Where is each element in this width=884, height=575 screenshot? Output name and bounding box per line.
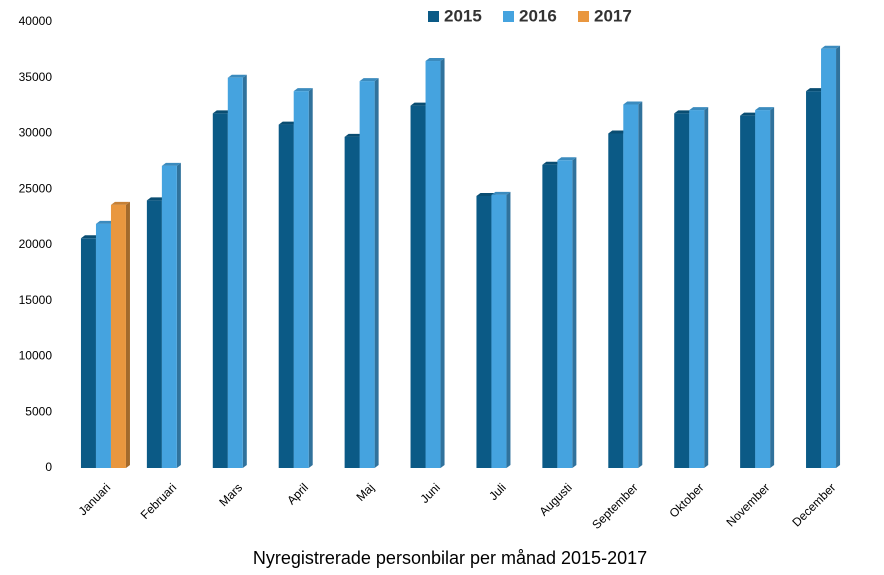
bar-side [440,58,445,469]
bar [740,115,756,468]
y-tick-label: 15000 [19,293,53,307]
bar-top [476,192,496,196]
bar-top [821,45,841,49]
x-tick-label: April [284,480,311,507]
bar-top [95,220,115,224]
x-tick-label: Mars [216,480,245,509]
y-tick-label: 10000 [19,349,53,363]
bar-top [608,130,628,134]
bar [608,133,624,468]
bar-top [740,112,760,116]
legend-label: 2017 [594,6,632,25]
bar-side [242,74,247,468]
bar-side [770,107,775,469]
bar-top [146,197,166,201]
bar [146,200,162,468]
bar [674,113,690,469]
y-tick-label: 5000 [25,404,52,418]
legend-swatch [428,11,439,22]
legend: 2015 2016 2017 [428,6,632,25]
y-tick-label: 35000 [19,70,53,84]
bar-top [689,107,709,111]
bar-top [806,88,826,92]
bar [227,77,243,468]
bar [806,91,822,468]
chart-title: Nyregistrerade personbilar per månad 201… [253,548,647,568]
bar [110,204,126,469]
bar-top [110,201,130,205]
legend-swatch [578,11,589,22]
bar [689,110,705,469]
x-tick-label: Februari [138,480,179,521]
bar-top [359,78,379,82]
bar [476,195,492,468]
bar-top [227,74,247,78]
bar [821,48,837,468]
bar-side [836,45,841,468]
bar-top [80,235,100,239]
bar-side [176,162,181,468]
bar-side [506,191,511,468]
x-tick-label: Januari [76,480,114,518]
bar-side [704,107,709,469]
legend-label: 2015 [444,6,482,25]
y-tick-label: 20000 [19,237,53,251]
bar-top [425,58,445,62]
bar [161,165,177,468]
bar-top [542,161,562,165]
bar-side [374,78,379,468]
bar-top [344,133,364,137]
y-tick-label: 40000 [19,14,53,28]
y-tick-label: 0 [45,460,52,474]
legend-label: 2016 [519,6,557,25]
bar [491,194,507,468]
bar-top [161,162,181,166]
x-tick-label: Oktober [666,480,706,520]
bar [95,223,111,468]
bar [410,105,426,468]
bar [212,113,228,469]
y-tick-label: 25000 [19,181,53,195]
bar [359,81,375,468]
bar-top [755,107,775,111]
bar-top [623,101,643,105]
x-tick-label: Juli [486,480,509,503]
bar [344,136,360,468]
bar [425,61,441,469]
legend-swatch [503,11,514,22]
bar-side [308,88,313,468]
bar [293,91,309,468]
bar [278,124,294,468]
bar [80,238,96,468]
y-tick-label: 30000 [19,126,53,140]
x-tick-label: Maj [353,480,377,504]
x-tick-label: November [723,480,772,529]
x-tick-label: September [589,480,640,531]
bar-side [125,201,130,469]
bar [755,110,771,469]
bar-side [638,101,643,468]
bar [623,104,639,468]
bar-top [293,88,313,92]
bar-side [572,157,577,468]
x-tick-label: Juni [417,480,442,505]
bar-top [557,157,577,161]
x-tick-label: Augusti [537,480,575,518]
bar-top [212,110,232,114]
x-tick-label: December [789,480,838,529]
bar [542,164,558,468]
bar-top [410,102,430,106]
bar-top [278,121,298,125]
bar [557,160,573,468]
bar-top [491,191,511,195]
bar-top [674,110,694,114]
